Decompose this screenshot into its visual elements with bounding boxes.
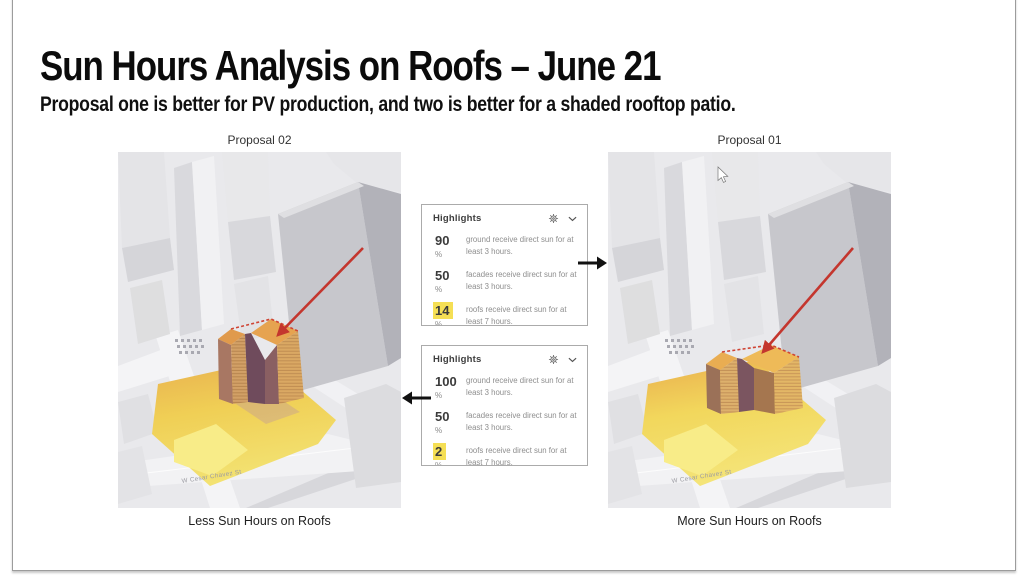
gear-icon[interactable] — [548, 354, 559, 365]
panel-title: Highlights — [433, 354, 482, 365]
stat-value: 50 — [435, 409, 450, 424]
arrow-right-icon — [578, 256, 607, 270]
page-subtitle: Proposal one is better for PV production… — [40, 93, 736, 116]
stat-row: 50 % facades receive direct sun for at l… — [433, 408, 577, 435]
context-buildings — [608, 152, 891, 504]
red-arrow-icon — [761, 247, 854, 354]
figure-caption-proposal-01: More Sun Hours on Roofs — [677, 514, 822, 528]
stat-row: 14 % roofs receive direct sun for at lea… — [433, 302, 577, 326]
stat-description: facades receive direct sun for at least … — [466, 270, 577, 291]
stat-row: 2 % roofs receive direct sun for at leas… — [433, 443, 577, 466]
highlights-panel-2: Highlights 100 % ground receive direct s… — [421, 345, 588, 466]
arrow-left-icon — [402, 391, 431, 405]
proposal-building — [218, 318, 304, 404]
stat-row: 100 % ground receive direct sun for at l… — [433, 373, 577, 400]
stat-unit: % — [435, 285, 443, 294]
gear-icon[interactable] — [548, 213, 559, 224]
stat-unit: % — [435, 426, 443, 435]
stat-value: 14 — [433, 302, 454, 320]
stat-row: 50 % facades receive direct sun for at l… — [433, 267, 577, 294]
figure-label-proposal-01: Proposal 01 — [717, 133, 782, 147]
stat-description: roofs receive direct sun for at least 7 … — [466, 446, 567, 466]
stat-value: 100 — [435, 374, 457, 389]
proposal-02-render: W Cesar Chavez St — [118, 152, 401, 508]
stat-value: 2 — [433, 443, 447, 461]
chevron-down-icon[interactable] — [568, 357, 577, 363]
proposal-01-render: W Cesar Chavez St — [608, 152, 891, 508]
stat-unit: % — [435, 391, 443, 400]
proposal-building — [706, 344, 803, 414]
stat-unit: % — [435, 250, 443, 259]
panel-title: Highlights — [433, 213, 482, 224]
stat-value: 90 — [435, 233, 450, 248]
stat-row: 90 % ground receive direct sun for at le… — [433, 232, 577, 259]
page-title: Sun Hours Analysis on Roofs – June 21 — [40, 42, 661, 89]
stat-description: roofs receive direct sun for at least 7 … — [466, 305, 567, 326]
figure-caption-proposal-02: Less Sun Hours on Roofs — [188, 514, 331, 528]
red-arrow-icon — [276, 247, 364, 337]
stat-value: 50 — [435, 268, 450, 283]
stat-description: ground receive direct sun for at least 3… — [466, 376, 574, 397]
figure-label-proposal-02: Proposal 02 — [227, 133, 292, 147]
slide-frame — [12, 0, 1016, 571]
stat-unit: % — [435, 320, 443, 326]
stat-unit: % — [435, 461, 443, 466]
highlights-panel-1: Highlights 90 % ground receive direct su… — [421, 204, 588, 326]
chevron-down-icon[interactable] — [568, 216, 577, 222]
stat-description: ground receive direct sun for at least 3… — [466, 235, 574, 256]
mouse-cursor-icon — [717, 166, 729, 183]
stat-description: facades receive direct sun for at least … — [466, 411, 577, 432]
